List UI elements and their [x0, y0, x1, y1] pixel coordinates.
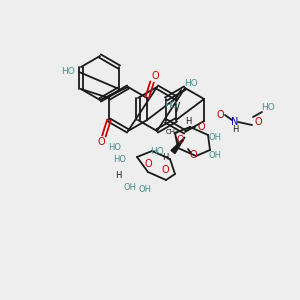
Text: O: O — [254, 117, 262, 127]
Text: HO: HO — [113, 155, 127, 164]
Text: OH: OH — [208, 133, 221, 142]
Text: O: O — [189, 150, 197, 160]
Text: HO: HO — [150, 146, 164, 155]
Text: O: O — [97, 137, 105, 147]
Text: H: H — [115, 170, 121, 179]
Text: OH: OH — [124, 182, 136, 191]
Text: HO: HO — [109, 143, 122, 152]
Text: HO: HO — [164, 101, 178, 110]
Text: H: H — [162, 152, 168, 161]
Text: O: O — [161, 165, 169, 175]
Text: OH: OH — [208, 151, 221, 160]
Text: H: H — [185, 118, 191, 127]
Polygon shape — [171, 137, 185, 154]
Text: CH₃: CH₃ — [166, 129, 178, 135]
Text: O: O — [216, 110, 224, 120]
Text: N: N — [231, 117, 239, 127]
Text: O: O — [197, 122, 205, 132]
Text: O: O — [151, 71, 159, 81]
Text: HO: HO — [61, 68, 75, 76]
Text: HO: HO — [184, 79, 198, 88]
Text: H: H — [232, 125, 238, 134]
Text: \: \ — [176, 137, 180, 147]
Text: O: O — [176, 135, 184, 145]
Text: O: O — [144, 159, 152, 169]
Text: HO: HO — [261, 103, 275, 112]
Text: OH: OH — [139, 185, 152, 194]
Text: /: / — [176, 100, 180, 113]
